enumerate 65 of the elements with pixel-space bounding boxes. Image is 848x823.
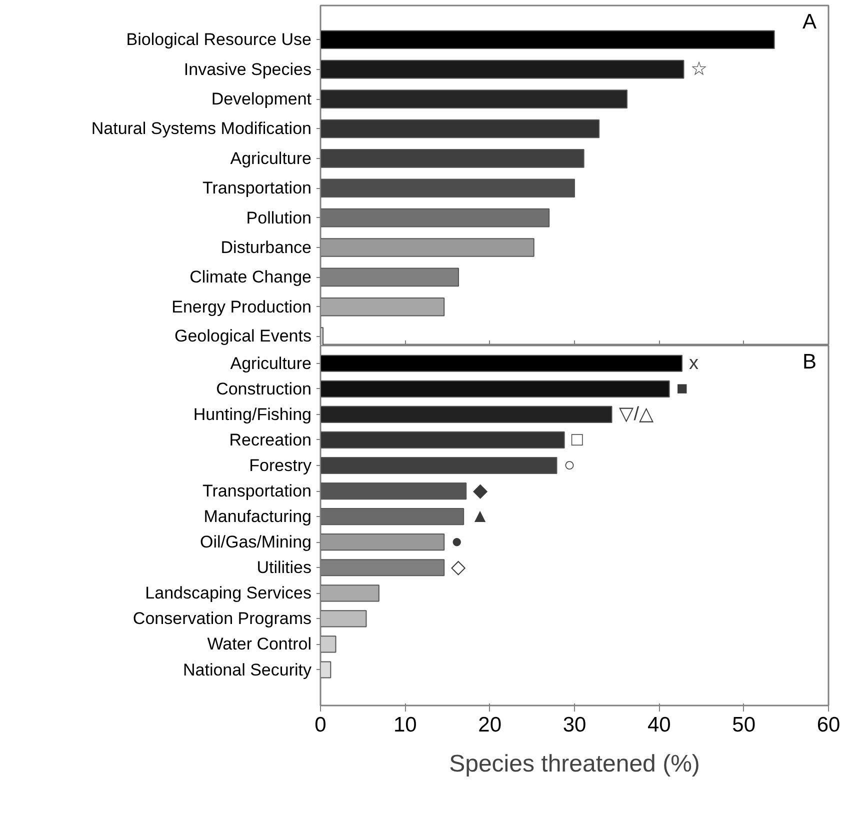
y-tick-label: Water Control [207, 634, 312, 654]
y-tick-label: Conservation Programs [132, 609, 312, 628]
annotation: x [689, 352, 700, 374]
y-tick-label: Agriculture [230, 148, 312, 168]
y-tick-label: Climate Change [190, 268, 312, 287]
bar [320, 482, 467, 500]
y-tick-label: Recreation [229, 430, 312, 450]
y-tick-label: Energy Production [172, 297, 312, 316]
bar [320, 431, 565, 449]
x-tick-label: 10 [393, 714, 417, 736]
annotation: ● [451, 532, 463, 553]
annotation: B [802, 350, 817, 374]
bar [320, 610, 367, 628]
x-tick-label: 60 [816, 714, 840, 736]
y-tick-label: Transportation [202, 482, 312, 501]
annotation: ○ [564, 455, 576, 476]
bar [320, 90, 628, 108]
bar [320, 661, 332, 678]
y-tick-label: Forestry [249, 456, 312, 475]
bar [320, 30, 775, 50]
bar [320, 60, 684, 79]
y-tick-label: Disturbance [220, 238, 312, 258]
y-tick-label: Transportation [202, 178, 312, 198]
bar [320, 380, 670, 398]
x-tick-label: 50 [732, 714, 756, 736]
y-tick-label: Natural Systems Modification [91, 119, 312, 138]
bar [320, 636, 336, 653]
bar [320, 178, 575, 198]
y-tick-label: Oil/Gas/Mining [200, 532, 312, 552]
annotation: ■ [676, 378, 688, 400]
bar [320, 508, 464, 526]
bar [320, 584, 380, 602]
y-tick-label: Development [211, 90, 312, 109]
annotation: □ [571, 429, 584, 450]
y-tick-label: Pollution [246, 208, 312, 228]
y-tick-label: Biological Resource Use [126, 30, 312, 50]
y-tick-label: National Security [182, 660, 312, 680]
bar [320, 297, 445, 316]
bar [320, 406, 612, 423]
annotation: ◆ [473, 480, 488, 502]
y-tick-label: Agriculture [230, 354, 312, 373]
annotation: ☆ [690, 58, 708, 80]
bar [320, 208, 550, 228]
y-tick-label: Utilities [256, 558, 312, 578]
bar [320, 534, 445, 551]
x-tick-label: 40 [647, 714, 671, 736]
y-tick-label: Manufacturing [204, 507, 312, 526]
x-tick-label: 30 [562, 714, 586, 736]
y-tick-label: Landscaping Services [145, 584, 312, 603]
annotation: ◇ [451, 557, 466, 578]
bar [320, 149, 584, 168]
x-tick-label: 20 [478, 714, 502, 736]
y-tick-label: Geological Events [174, 326, 312, 346]
annotation: ▲ [470, 506, 490, 528]
annotation: ▽/△ [618, 404, 654, 425]
bar [320, 456, 558, 474]
bar [320, 238, 534, 257]
y-tick-label: Invasive Species [184, 60, 312, 79]
y-tick-label: Construction [216, 379, 312, 398]
x-tick-label: 0 [314, 714, 326, 736]
bar [320, 354, 683, 372]
y-tick-label: Hunting/Fishing [193, 404, 312, 424]
bar [320, 119, 600, 138]
x-axis-title: Species threatened (%) [449, 750, 700, 778]
annotation: A [802, 10, 817, 34]
